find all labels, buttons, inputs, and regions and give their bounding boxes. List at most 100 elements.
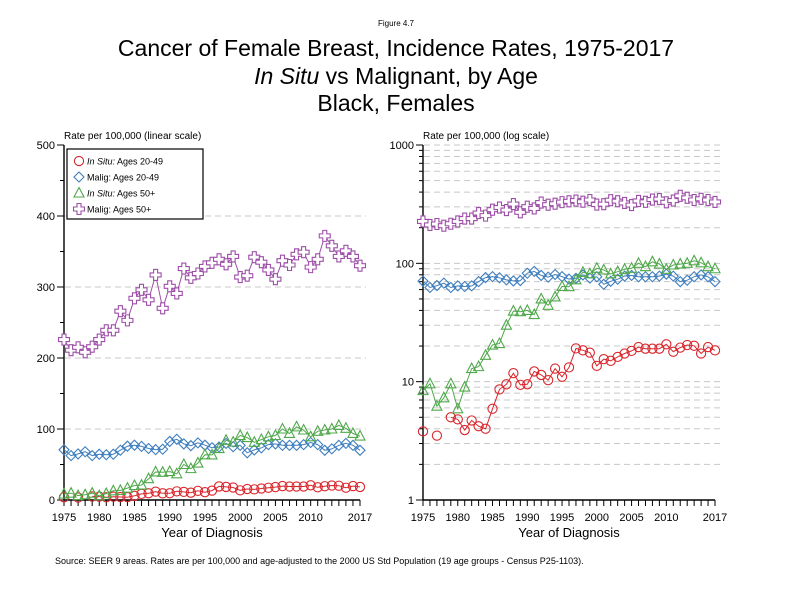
data-point-malig_50plus: [701, 193, 715, 207]
legend-label-text: Malig: Ages 20-49: [87, 173, 159, 183]
legend-label-text: Ages 20-49: [115, 157, 163, 167]
data-point-malig_20_49: [667, 270, 680, 282]
data-point-malig_20_49: [114, 444, 127, 457]
data-point-malig_20_49: [604, 275, 617, 288]
data-point-insitu_20_49: [445, 412, 456, 423]
data-point-insitu_50plus: [114, 483, 127, 496]
data-point-malig_50plus: [708, 195, 722, 209]
data-point-insitu_50plus: [199, 448, 211, 460]
legend-marker-malig_20_49: [73, 171, 85, 183]
data-point-insitu_50plus: [486, 338, 499, 350]
data-point-insitu_20_49: [522, 379, 533, 390]
data-point-malig_50plus: [493, 201, 506, 214]
legend: In Situ: Ages 20-49 Malig: Ages 20-49 In S…: [66, 148, 204, 220]
data-point-insitu_20_49: [270, 481, 281, 493]
series-line-insitu_50plus: [422, 260, 716, 411]
data-point-malig_50plus: [170, 287, 183, 300]
x-tick-label: 2017: [348, 512, 372, 524]
legend-label-italic: In Situ:: [87, 157, 116, 167]
data-point-malig_20_49: [248, 444, 261, 456]
source-note: Source: SEER 9 areas. Rates are per 100,…: [55, 556, 584, 566]
x-tick-label: 2010: [298, 512, 322, 524]
data-point-insitu_20_49: [431, 430, 443, 441]
legend-marker-malig_50plus: [72, 202, 86, 216]
legend-label-text: Ages 50+: [115, 189, 155, 199]
data-point-insitu_50plus: [72, 488, 85, 501]
data-point-insitu_50plus: [674, 257, 687, 269]
x-axis-title: Year of Diagnosis: [161, 525, 263, 540]
data-point-insitu_50plus: [646, 255, 659, 267]
data-point-insitu_50plus: [241, 430, 254, 443]
data-point-insitu_20_49: [515, 379, 526, 390]
data-point-malig_50plus: [121, 314, 134, 327]
data-point-insitu_50plus: [590, 261, 603, 273]
data-point-malig_20_49: [163, 435, 176, 448]
legend-label: Malig: Ages 50+: [87, 205, 151, 215]
title-italic-part: In Situ: [254, 63, 320, 89]
data-point-insitu_20_49: [227, 482, 239, 493]
data-point-insitu_20_49: [220, 481, 232, 493]
data-point-insitu_50plus: [695, 256, 708, 268]
data-point-malig_20_49: [521, 267, 534, 279]
data-point-insitu_20_49: [473, 421, 484, 432]
data-point-insitu_50plus: [128, 478, 141, 491]
legend-label-italic: In Situ:: [87, 189, 116, 199]
data-point-insitu_50plus: [500, 318, 513, 330]
data-point-insitu_20_49: [556, 371, 568, 382]
data-point-malig_50plus: [93, 333, 106, 346]
data-point-malig_50plus: [262, 263, 275, 277]
x-tick-label: 2017: [703, 512, 727, 524]
legend-box: [66, 148, 204, 220]
y-tick-label: 10: [402, 377, 414, 389]
data-point-insitu_20_49: [277, 480, 288, 492]
data-point-malig_20_49: [660, 268, 673, 280]
data-point-insitu_50plus: [632, 256, 645, 268]
y-tick-label: 300: [37, 282, 55, 294]
data-point-insitu_50plus: [149, 465, 162, 477]
data-point-malig_20_49: [653, 270, 666, 282]
data-point-malig_20_49: [58, 444, 70, 456]
data-point-malig_20_49: [472, 275, 485, 288]
legend-label: Malig: Ages 20-49: [87, 173, 159, 183]
data-point-insitu_20_49: [199, 487, 211, 498]
data-point-malig_50plus: [430, 217, 443, 231]
data-point-insitu_50plus: [262, 430, 275, 442]
data-point-malig_20_49: [674, 275, 687, 288]
data-point-insitu_50plus: [444, 377, 457, 389]
data-point-malig_50plus: [465, 212, 478, 225]
data-point-malig_20_49: [79, 445, 91, 458]
data-point-insitu_50plus: [576, 265, 589, 277]
data-point-malig_20_49: [192, 437, 204, 449]
data-point-malig_50plus: [507, 197, 520, 211]
data-point-insitu_20_49: [108, 491, 119, 502]
data-point-insitu_50plus: [542, 298, 555, 310]
data-point-malig_50plus: [269, 273, 282, 286]
data-point-insitu_20_49: [319, 481, 330, 492]
data-point-malig_20_49: [311, 438, 324, 451]
data-point-insitu_50plus: [472, 359, 485, 372]
data-point-insitu_20_49: [661, 339, 672, 350]
data-point-malig_50plus: [114, 305, 127, 318]
data-point-insitu_20_49: [178, 486, 189, 498]
data-point-malig_20_49: [695, 269, 707, 281]
data-point-insitu_50plus: [121, 481, 134, 493]
x-tick-label: 1990: [515, 512, 539, 524]
data-point-insitu_50plus: [234, 428, 247, 441]
data-point-malig_20_49: [549, 268, 561, 281]
data-point-insitu_50plus: [451, 402, 464, 414]
data-point-insitu_50plus: [458, 380, 471, 392]
data-point-insitu_20_49: [312, 482, 323, 493]
data-point-malig_50plus: [521, 200, 534, 213]
chart-subtitle: Black, Females: [317, 90, 475, 116]
data-point-malig_50plus: [227, 250, 240, 263]
data-point-insitu_50plus: [437, 391, 450, 403]
title-rest-part: vs Malignant, by Age: [319, 63, 538, 89]
data-point-insitu_50plus: [135, 478, 148, 490]
data-point-insitu_50plus: [332, 418, 345, 431]
data-point-malig_20_49: [438, 277, 450, 289]
data-point-insitu_50plus: [354, 429, 366, 441]
data-point-malig_50plus: [325, 239, 338, 252]
x-tick-label: 2010: [654, 512, 678, 524]
data-point-insitu_50plus: [297, 423, 310, 435]
